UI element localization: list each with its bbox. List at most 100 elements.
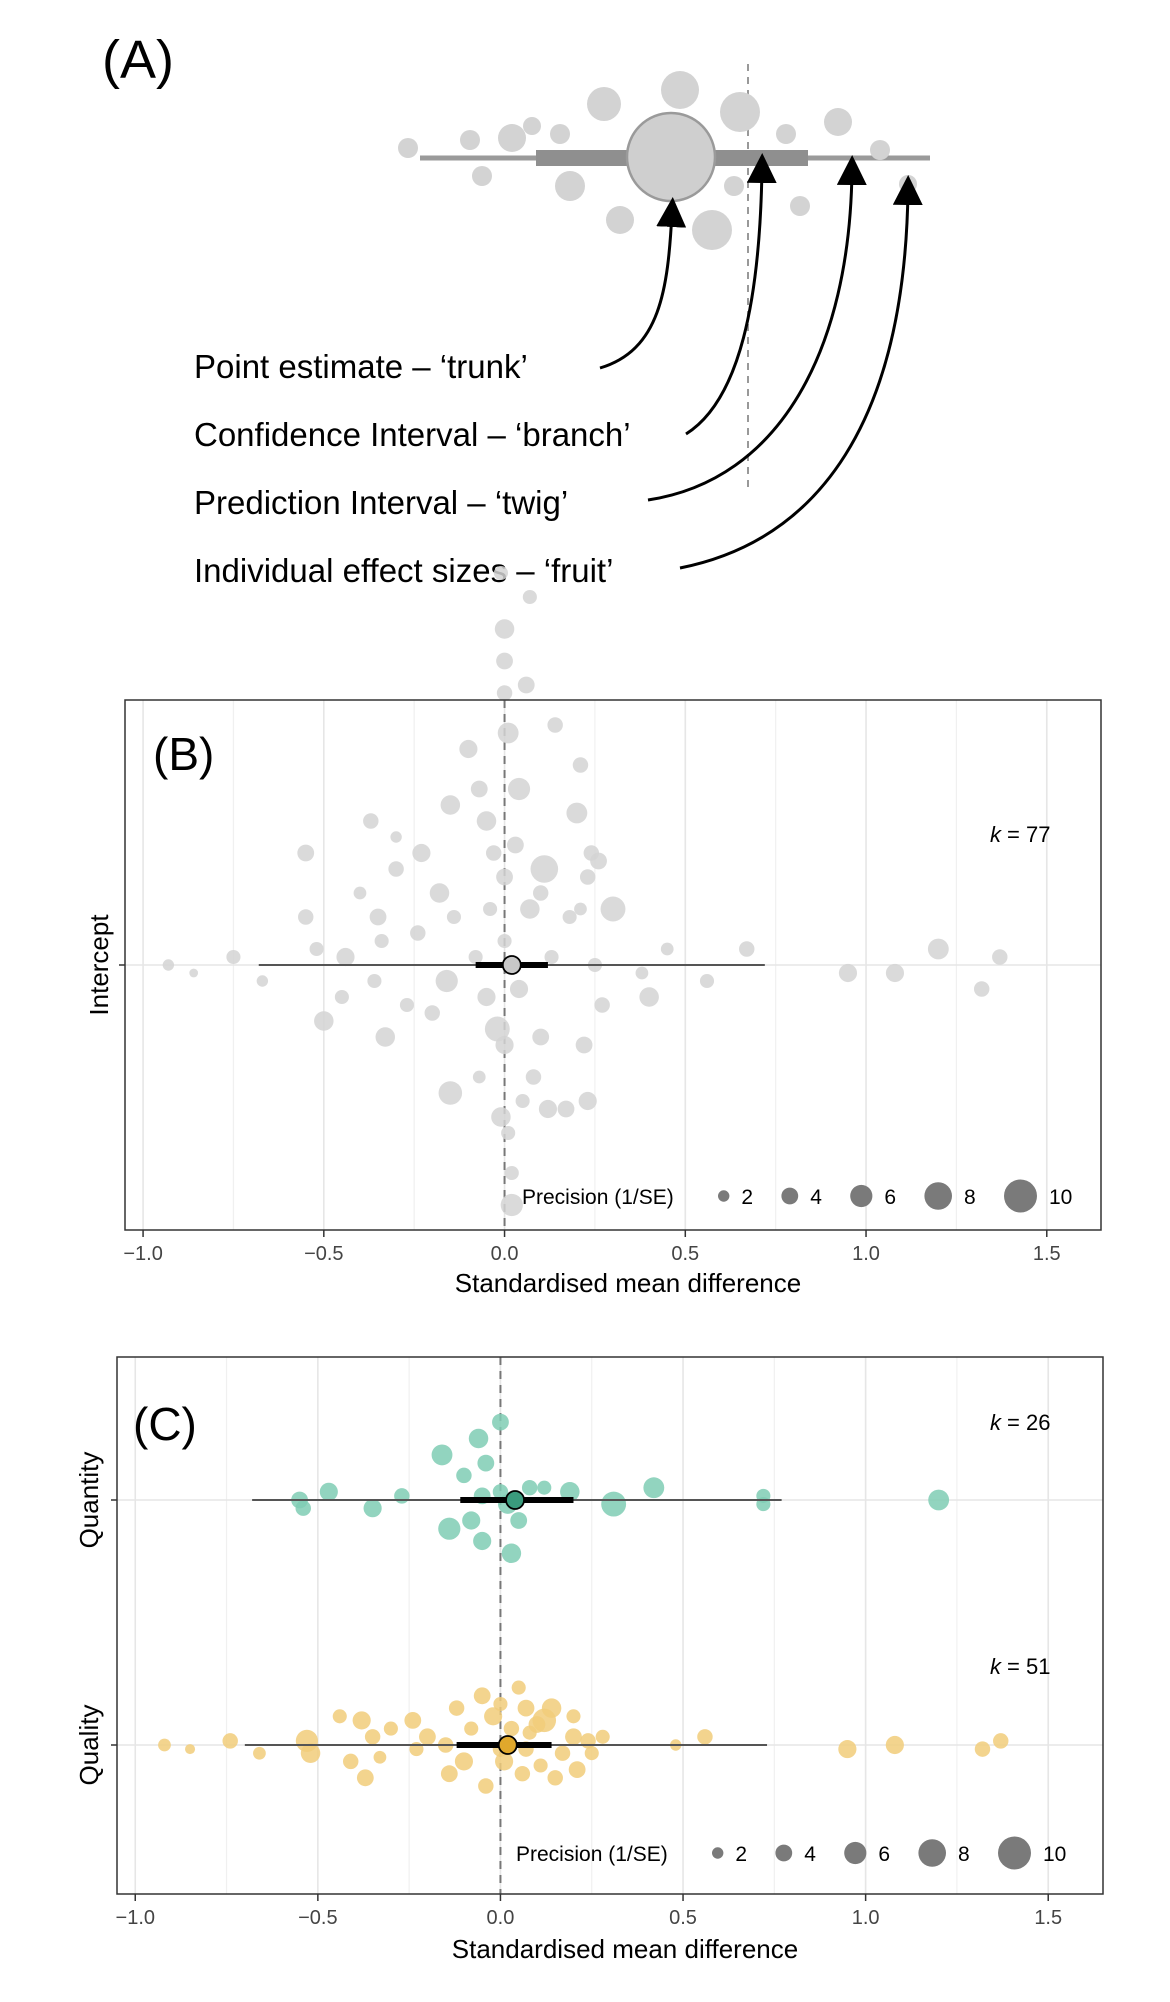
effect-size-point	[496, 652, 513, 670]
effect-size-point	[492, 1413, 509, 1431]
effect-size-point	[185, 1744, 196, 1755]
effect-size-point	[419, 1728, 436, 1746]
x-tick-label: 0.0	[487, 1907, 515, 1929]
effect-size-point	[517, 676, 535, 694]
effect-size-point	[584, 1746, 599, 1761]
panel-c-label: (C)	[133, 1398, 197, 1450]
effect-size-point	[635, 966, 649, 980]
effect-size-point	[562, 909, 577, 925]
effect-size-point	[568, 1761, 586, 1778]
effect-size-point	[388, 861, 404, 877]
x-tick-label: 1.5	[1033, 1243, 1061, 1265]
effect-size-point	[974, 1741, 991, 1757]
effect-size-point	[353, 886, 367, 900]
effect-size-point	[507, 836, 524, 854]
effect-size-point	[342, 1753, 359, 1770]
effect-size-point	[509, 979, 529, 999]
k-value: = 51	[1007, 1654, 1050, 1679]
fruit-point	[498, 124, 526, 152]
panel-b-frame	[124, 699, 1102, 1231]
effect-size-point	[493, 565, 508, 581]
x-tick-label: −0.5	[304, 1243, 343, 1265]
effect-size-point	[494, 619, 515, 639]
legend-size-marker	[718, 1190, 730, 1202]
effect-size-point	[493, 1696, 508, 1712]
x-tick-label: 0.0	[491, 1243, 519, 1265]
k-symbol: k	[990, 822, 1002, 847]
effect-size-point	[495, 1035, 514, 1055]
effect-size-point	[309, 941, 324, 957]
fruit-point	[692, 210, 732, 250]
legend-size-label: 2	[741, 1186, 753, 1209]
panel-c-x-axis: −1.0 −0.5 0.0 0.5 1.0 1.5	[116, 1894, 1062, 1929]
fruit-point	[661, 71, 699, 109]
effect-size-point	[473, 1687, 491, 1705]
effect-size-point	[511, 1680, 526, 1695]
effect-size-point	[476, 811, 497, 831]
legend-size-label: 6	[884, 1186, 896, 1209]
effect-size-point	[158, 1738, 171, 1752]
effect-size-point	[399, 997, 415, 1013]
effect-size-point	[496, 868, 513, 886]
effect-size-point	[495, 1752, 514, 1771]
effect-size-point	[485, 845, 502, 861]
effect-size-point	[440, 795, 461, 815]
effect-size-point	[504, 1165, 519, 1181]
effect-size-point	[438, 1517, 461, 1540]
panel-b-x-axis: −1.0 −0.5 0.0 0.5 1.0 1.5	[123, 1230, 1061, 1265]
fruit-point	[724, 176, 744, 196]
effect-size-point	[560, 1482, 580, 1502]
effect-size-point	[473, 1531, 492, 1551]
effect-size-point	[533, 1758, 548, 1773]
effect-size-point	[497, 722, 519, 744]
effect-size-point	[838, 1740, 857, 1759]
effect-size-point	[448, 1700, 465, 1716]
effect-size-point	[496, 685, 513, 701]
panel-c-frame	[116, 1356, 1104, 1895]
effect-size-point	[699, 973, 715, 989]
effect-size-point	[484, 1016, 510, 1042]
effect-size-point	[928, 1489, 950, 1511]
annotation-prediction-interval: Prediction Interval – ‘twig’	[194, 484, 568, 521]
fruit-point	[587, 87, 621, 121]
panel-a-schematic: (A) Point estimate – ‘trunk’ Confidence …	[102, 30, 930, 589]
effect-size-point	[885, 1735, 904, 1755]
k-label: k = 51	[990, 1654, 1050, 1679]
fruit-point	[550, 124, 570, 144]
effect-size-point	[319, 1482, 338, 1501]
k-label: k = 77	[990, 822, 1050, 847]
effect-size-point	[456, 1467, 472, 1484]
effect-size-point	[580, 1733, 596, 1749]
panel-a-label: (A)	[102, 30, 174, 90]
x-tick-label: −1.0	[123, 1243, 162, 1265]
row-label: Quantity	[74, 1452, 104, 1549]
effect-size-point	[992, 949, 1008, 965]
effect-size-point	[352, 1711, 371, 1730]
effect-size-point	[590, 852, 607, 870]
effect-size-point	[507, 777, 531, 801]
panel-b-label: (B)	[153, 728, 214, 780]
effect-size-point	[579, 869, 596, 885]
effect-size-point	[367, 973, 382, 989]
effect-size-point	[491, 1107, 511, 1127]
effect-size-point	[497, 933, 512, 949]
effect-size-point	[517, 1699, 535, 1717]
effect-size-point	[222, 1733, 238, 1749]
effect-size-point	[435, 969, 458, 993]
k-symbol: k	[990, 1410, 1002, 1435]
effect-size-point	[364, 1729, 381, 1745]
effect-size-point	[162, 959, 175, 971]
annotation-confidence-interval: Confidence Interval – ‘branch’	[194, 416, 631, 453]
effect-size-point	[438, 1081, 463, 1105]
effect-size-point	[383, 1721, 398, 1736]
row-label: Quality	[74, 1705, 104, 1786]
panel-c-gridlines	[117, 1357, 1103, 1894]
k-label: k = 26	[990, 1410, 1050, 1435]
panel-c-x-axis-title: Standardised mean difference	[452, 1934, 798, 1964]
effect-size-point	[356, 1769, 374, 1787]
panel-b-content: Intercept k = 77	[84, 565, 1050, 1230]
panel-b-legend: Precision (1/SE) 2 4 6 8 10	[522, 1179, 1072, 1213]
legend-size-marker	[850, 1184, 873, 1208]
effect-size-point	[390, 831, 402, 843]
fruit-point	[523, 117, 541, 135]
